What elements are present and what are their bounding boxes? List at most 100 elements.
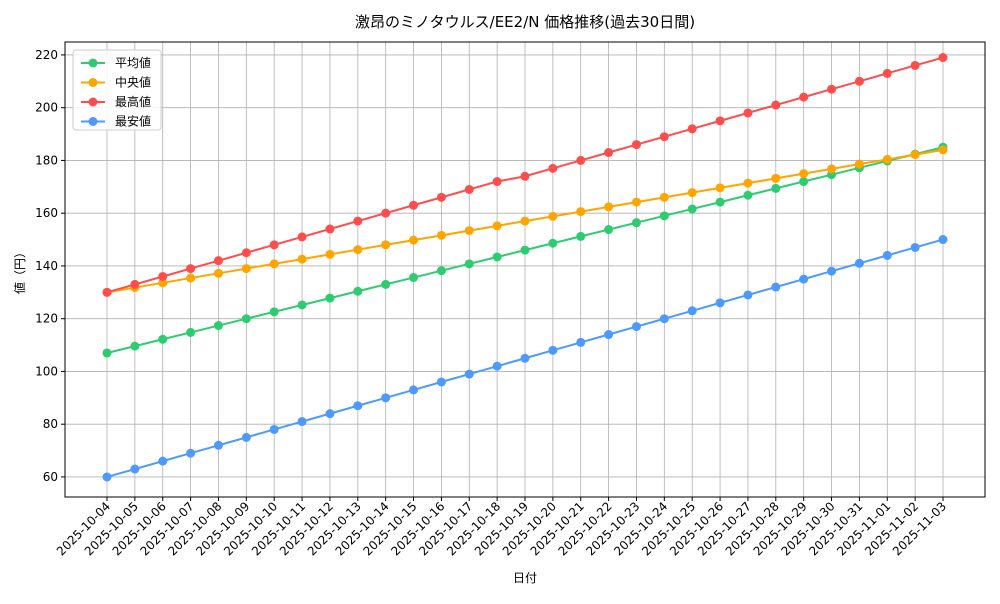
data-point <box>409 200 419 210</box>
data-point <box>241 248 251 258</box>
data-point <box>241 432 251 442</box>
data-point <box>576 337 586 347</box>
data-point <box>604 225 614 235</box>
data-point <box>158 271 168 281</box>
data-point <box>269 240 279 250</box>
x-axis-label: 日付 <box>513 571 537 585</box>
data-point <box>130 341 140 351</box>
data-point <box>102 348 112 358</box>
data-point <box>325 224 335 234</box>
data-point <box>353 401 363 411</box>
data-point <box>520 171 530 181</box>
data-point <box>325 293 335 303</box>
data-point <box>325 249 335 259</box>
data-point <box>882 68 892 78</box>
data-point <box>799 177 809 187</box>
data-point <box>269 424 279 434</box>
data-point <box>492 252 502 262</box>
data-point <box>882 154 892 164</box>
data-point <box>492 177 502 187</box>
chart-title: 激昂のミノタウルス/EE2/N 価格推移(過去30日間) <box>355 13 695 31</box>
data-point <box>743 108 753 118</box>
legend-marker <box>88 97 98 107</box>
y-tick-label: 140 <box>35 259 58 273</box>
data-point <box>213 440 223 450</box>
data-point <box>213 321 223 331</box>
y-tick-label: 180 <box>35 153 58 167</box>
data-point <box>520 353 530 363</box>
data-point <box>659 132 669 142</box>
data-point <box>827 84 837 94</box>
data-point <box>938 145 948 155</box>
data-point <box>381 208 391 218</box>
data-point <box>409 273 419 283</box>
data-point <box>520 216 530 226</box>
data-point <box>464 369 474 379</box>
data-point <box>799 92 809 102</box>
legend-marker <box>88 58 98 68</box>
data-point <box>353 216 363 226</box>
data-point <box>436 192 446 202</box>
data-point <box>771 183 781 193</box>
data-point <box>158 334 168 344</box>
data-point <box>771 173 781 183</box>
data-point <box>241 314 251 324</box>
data-point <box>576 231 586 241</box>
data-point <box>548 211 558 221</box>
data-point <box>102 287 112 297</box>
data-point <box>464 259 474 269</box>
data-point <box>213 256 223 266</box>
y-axis-label: 値（円） <box>12 246 27 294</box>
legend-label: 最高値 <box>115 94 151 109</box>
data-point <box>130 464 140 474</box>
data-point <box>938 235 948 245</box>
data-point <box>631 140 641 150</box>
data-point <box>297 300 307 310</box>
plot-frame <box>64 41 986 498</box>
y-tick-label: 200 <box>35 101 58 115</box>
data-point <box>659 211 669 221</box>
data-point <box>799 169 809 179</box>
data-point <box>743 290 753 300</box>
data-point <box>241 264 251 274</box>
data-point <box>882 250 892 260</box>
data-point <box>854 76 864 86</box>
data-point <box>464 184 474 194</box>
data-point <box>687 306 697 316</box>
data-point <box>158 456 168 466</box>
data-point <box>687 204 697 214</box>
legend-box <box>72 49 162 131</box>
data-point <box>520 245 530 255</box>
data-point <box>659 314 669 324</box>
data-point <box>213 268 223 278</box>
data-point <box>715 116 725 126</box>
data-point <box>687 124 697 134</box>
legend-label: 最安値 <box>115 114 151 129</box>
data-point <box>743 190 753 200</box>
data-point <box>827 266 837 276</box>
data-point <box>631 197 641 207</box>
y-tick-label: 100 <box>35 364 58 378</box>
data-point <box>409 235 419 245</box>
y-tick-label: 60 <box>43 470 58 484</box>
data-point <box>910 150 920 160</box>
data-point <box>938 53 948 63</box>
data-point <box>743 178 753 188</box>
legend-marker <box>88 117 98 126</box>
data-point <box>381 279 391 289</box>
data-point <box>102 472 112 482</box>
data-point <box>771 282 781 292</box>
data-point <box>799 274 809 284</box>
data-point <box>576 155 586 165</box>
data-point <box>158 278 168 288</box>
data-point <box>659 192 669 202</box>
data-point <box>297 417 307 427</box>
data-point <box>687 188 697 198</box>
data-point <box>186 327 196 337</box>
y-tick-label: 80 <box>43 417 58 431</box>
data-point <box>436 266 446 276</box>
data-point <box>269 259 279 269</box>
data-point <box>715 197 725 207</box>
data-point <box>854 159 864 169</box>
